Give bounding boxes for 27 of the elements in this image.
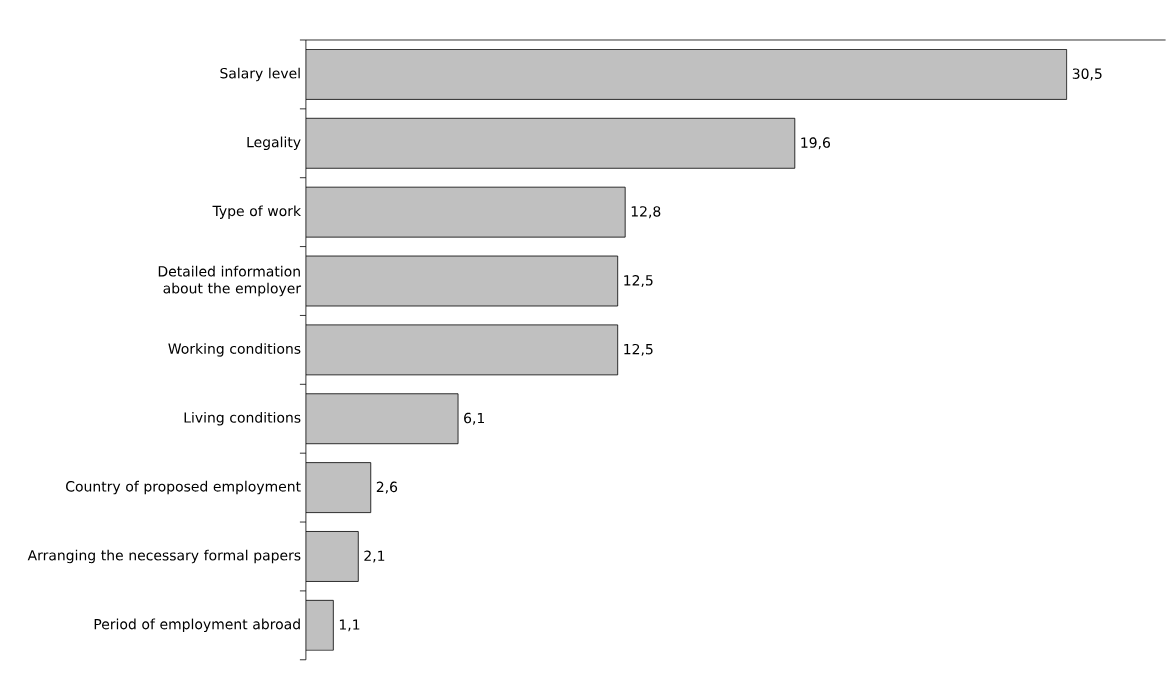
y-tick-label: Working conditions <box>168 343 301 357</box>
y-tick-label: Type of work <box>212 205 302 220</box>
bar <box>305 462 372 514</box>
data-label: 19,6 <box>801 137 831 150</box>
bar <box>305 255 619 307</box>
y-tick-label: Period of employment abroad <box>94 618 300 633</box>
bar <box>305 393 459 445</box>
data-label: 2,1 <box>364 550 385 563</box>
y-tick-label: Country of proposed employment <box>66 480 301 495</box>
data-label: 12,5 <box>624 275 653 288</box>
y-tick-label: Legality <box>247 136 301 151</box>
bar <box>305 324 619 376</box>
data-label: 1,1 <box>339 619 360 632</box>
data-label: 12,8 <box>631 206 661 219</box>
bar <box>305 531 359 582</box>
bar <box>305 49 1068 100</box>
bar <box>305 186 626 238</box>
y-tick-label: Salary level <box>220 67 300 82</box>
bar <box>305 600 334 651</box>
bar <box>305 118 796 169</box>
y-tick-label: Arranging the necessary formal papers <box>27 549 301 564</box>
data-label: 2,6 <box>376 481 398 494</box>
y-tick-label: Detailed information about the employer <box>158 265 302 297</box>
data-label: 6,1 <box>464 412 484 425</box>
y-tick-label: Living conditions <box>184 412 301 426</box>
data-label: 12,5 <box>624 344 653 356</box>
data-label: 30,5 <box>1072 68 1102 81</box>
